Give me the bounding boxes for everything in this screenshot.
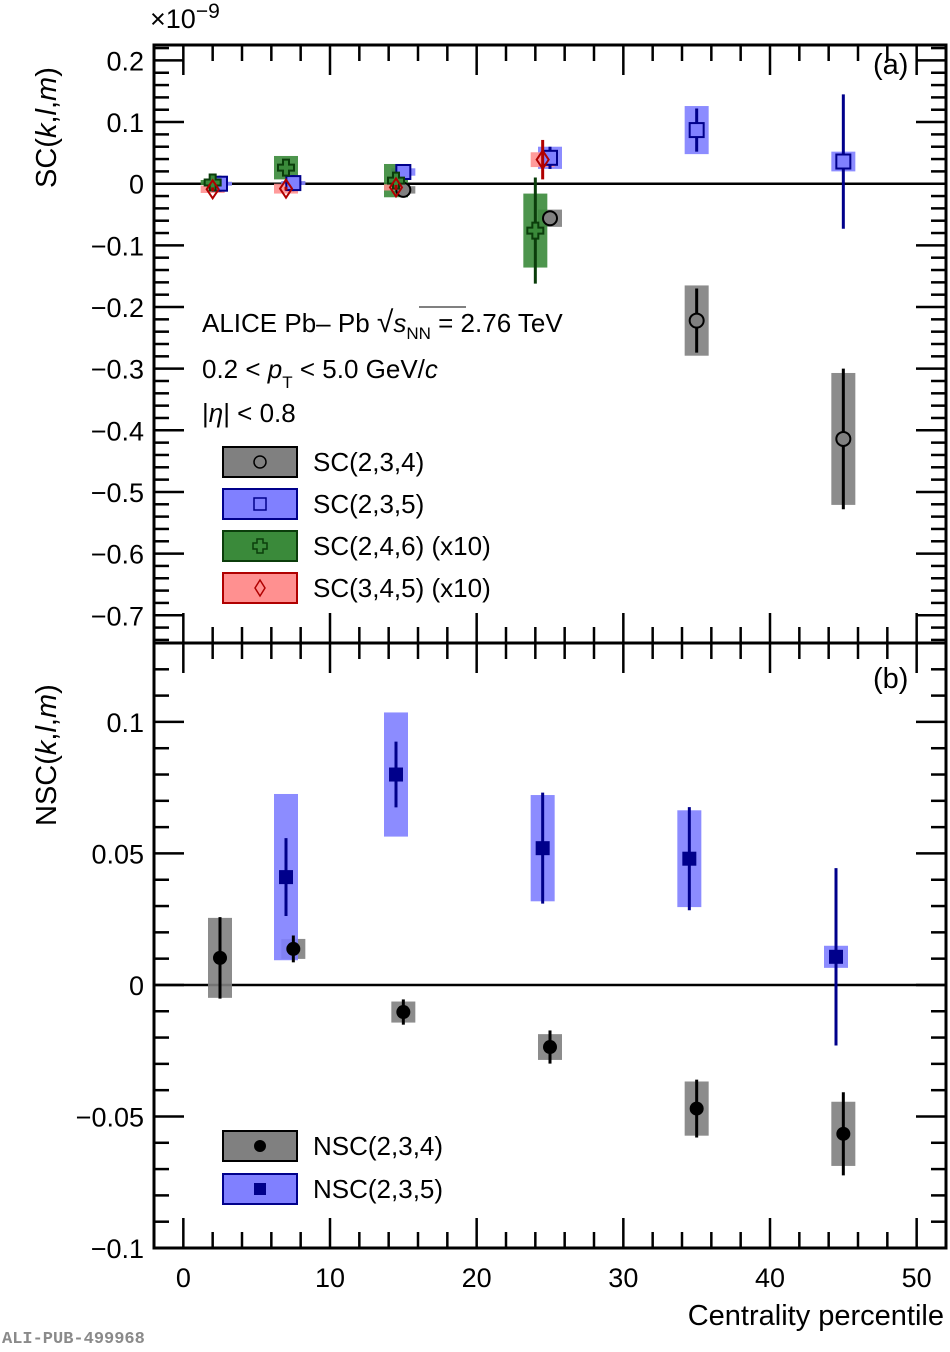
y-tick-label-bottom: 0.1 bbox=[106, 708, 144, 738]
legend-marker-open-square bbox=[253, 497, 267, 511]
y-tick-label-top: 0.2 bbox=[106, 46, 144, 76]
legend-entry-sc235: SC(2,3,5) bbox=[222, 488, 424, 520]
data-point bbox=[542, 210, 558, 227]
y-tick-label-top: −0.1 bbox=[91, 231, 144, 261]
legend-swatch-sc345 bbox=[222, 572, 298, 604]
x-tick-label: 50 bbox=[902, 1263, 932, 1293]
data-point bbox=[688, 122, 705, 139]
x-tick-label: 20 bbox=[462, 1263, 492, 1293]
y-tick-label-top: −0.2 bbox=[91, 293, 144, 323]
watermark: ALI-PUB-499968 bbox=[2, 1330, 145, 1349]
y-tick-label-bottom: −0.1 bbox=[91, 1234, 144, 1264]
legend-marker-filled-square bbox=[254, 1183, 266, 1195]
x-tick-label: 40 bbox=[755, 1263, 785, 1293]
plot-frame-bottom bbox=[152, 641, 948, 1250]
panel-label-b: (b) bbox=[873, 663, 908, 695]
legend-label-sc234: SC(2,3,4) bbox=[313, 447, 424, 477]
data-point bbox=[688, 312, 705, 329]
y-tick-label-top: −0.7 bbox=[91, 601, 144, 631]
x-tick-label: 0 bbox=[176, 1263, 191, 1293]
top-panel-marks bbox=[154, 94, 946, 510]
data-point bbox=[836, 1126, 851, 1141]
x-tick-label: 30 bbox=[608, 1263, 638, 1293]
y-tick-label-top: 0 bbox=[129, 170, 144, 200]
legend-entry-sc234: SC(2,3,4) bbox=[222, 446, 424, 478]
legend-marker-open-diamond bbox=[254, 578, 266, 598]
legend-swatch-sc234 bbox=[222, 446, 298, 478]
data-point bbox=[286, 941, 301, 956]
axes: 0.2 0.1 0 −0.1 −0.2 −0.3 −0.4 −0.5 −0.6 −0.7 0.1 0.… bbox=[76, 43, 948, 1293]
legend-top: SC(2,3,4) SC(2,3,5) SC(2,4,6) (x10) SC(3… bbox=[222, 446, 491, 604]
data-point bbox=[389, 767, 403, 782]
legend-entry-sc246: SC(2,4,6) (x10) bbox=[222, 530, 491, 562]
legend-entry-nsc234: NSC(2,3,4) bbox=[222, 1130, 443, 1162]
y-tick-label-top: 0.1 bbox=[106, 108, 144, 138]
legend-label-sc345: SC(3,4,5) (x10) bbox=[313, 573, 491, 603]
y-tick-label-top: −0.3 bbox=[91, 355, 144, 385]
y-tick-label-bottom: −0.05 bbox=[76, 1102, 144, 1132]
data-point bbox=[682, 851, 697, 866]
sqrt-sign: √ bbox=[377, 306, 394, 339]
legend-entry-sc345: SC(3,4,5) (x10) bbox=[222, 572, 491, 604]
x-tick-label: 10 bbox=[315, 1263, 345, 1293]
legend-label-sc246: SC(2,4,6) (x10) bbox=[313, 531, 491, 561]
data-point bbox=[388, 176, 404, 199]
data-point bbox=[526, 221, 545, 240]
y-tick-label-top: −0.5 bbox=[91, 478, 144, 508]
data-point bbox=[387, 171, 405, 190]
legend-swatch-sc235 bbox=[222, 488, 298, 520]
legend-marker-filled-circle bbox=[254, 1140, 266, 1152]
legend-entry-nsc235: NSC(2,3,5) bbox=[222, 1173, 443, 1205]
y-tick-label-bottom: 0.05 bbox=[91, 839, 144, 869]
annotation-line1: ALICE Pb– Pb √sNN = 2.76 TeV bbox=[202, 306, 563, 343]
data-point bbox=[277, 158, 295, 177]
data-point bbox=[829, 949, 843, 964]
data-point bbox=[279, 870, 293, 885]
panel-label-a: (a) bbox=[873, 49, 908, 81]
data-point bbox=[835, 430, 852, 447]
y-axis-title-top: SC(k,l,m) bbox=[31, 67, 63, 188]
legend-marker-open-circle bbox=[253, 455, 267, 469]
data-point bbox=[213, 950, 227, 965]
data-point bbox=[205, 178, 220, 201]
y-tick-label-bottom: 0 bbox=[129, 971, 144, 1001]
y-tick-label-top: −0.4 bbox=[91, 416, 144, 446]
data-point bbox=[396, 1005, 411, 1020]
annotation-line3: |η| < 0.8 bbox=[202, 398, 296, 428]
legend-label-nsc235: NSC(2,3,5) bbox=[313, 1174, 443, 1204]
data-point bbox=[689, 1101, 704, 1116]
y-multiplier: ×10−9 bbox=[150, 0, 220, 34]
annotation-line2: 0.2 < pT < 5.0 GeV/c bbox=[202, 354, 438, 392]
data-point bbox=[543, 1040, 557, 1055]
data-point bbox=[203, 173, 222, 192]
legend-label-sc235: SC(2,3,5) bbox=[313, 489, 424, 519]
legend-label-nsc234: NSC(2,3,4) bbox=[313, 1131, 443, 1161]
legend-marker-open-cross bbox=[252, 538, 268, 554]
data-point bbox=[535, 841, 550, 856]
y-tick-label-top: −0.6 bbox=[91, 540, 144, 570]
y-axis-title-bottom: NSC(k,l,m) bbox=[31, 684, 63, 826]
legend-swatch-sc246 bbox=[222, 530, 298, 562]
data-point bbox=[835, 153, 852, 170]
data-point bbox=[278, 177, 294, 200]
bottom-panel-marks bbox=[154, 712, 946, 1176]
data-point bbox=[535, 148, 550, 171]
legend-bottom: NSC(2,3,4) NSC(2,3,5) bbox=[222, 1130, 443, 1205]
x-axis-title: Centrality percentile bbox=[688, 1300, 944, 1332]
